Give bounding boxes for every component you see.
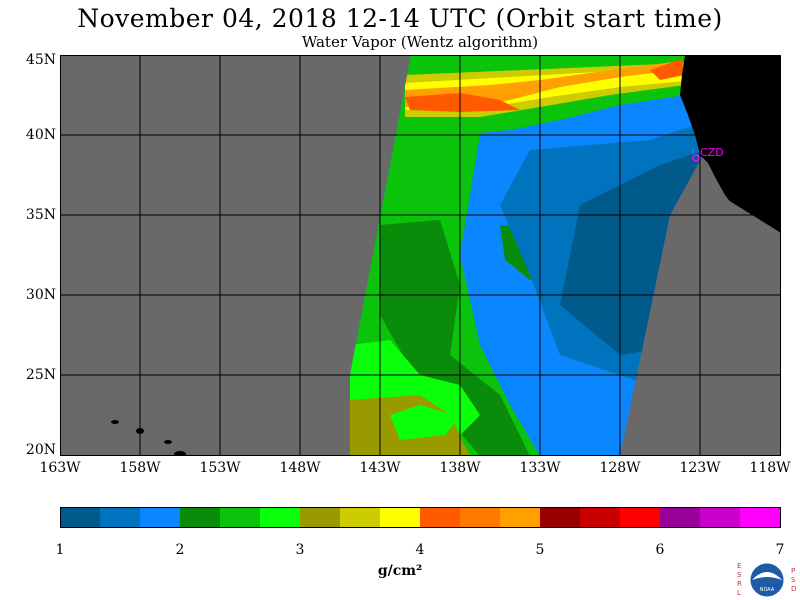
- lon-label: 163W: [39, 460, 81, 476]
- color-swatch: [460, 507, 501, 528]
- island-big-island: [174, 451, 186, 456]
- lat-label: 20N: [25, 442, 56, 458]
- map-frame: [60, 55, 781, 456]
- station-marker: CZD: [692, 146, 724, 162]
- swath-river-red-orange-2: [650, 59, 684, 80]
- station-dot: [692, 154, 700, 162]
- logo-letter: D: [791, 585, 796, 593]
- scale-tick-label: 2: [175, 542, 185, 558]
- map-title: November 04, 2018 12-14 UTC (Orbit start…: [77, 4, 723, 33]
- color-swatch: [660, 507, 701, 528]
- color-swatch: [180, 507, 221, 528]
- color-swatch: [340, 507, 381, 528]
- lon-label: 123W: [679, 460, 721, 476]
- map-subtitle: Water Vapor (Wentz algorithm): [301, 33, 539, 51]
- swath-river-red-orange: [405, 93, 520, 112]
- logo-letter: R: [737, 580, 742, 588]
- noaa-emblem-text: NOAA: [760, 587, 775, 593]
- logo-letter: E: [737, 562, 741, 570]
- logo-letter: P: [791, 567, 795, 575]
- swath-darkgreen-patch: [380, 220, 530, 456]
- logo-letter: S: [791, 576, 796, 584]
- lon-label: 138W: [439, 460, 481, 476]
- noaa-emblem: [749, 562, 785, 598]
- lon-label: 158W: [119, 460, 161, 476]
- lat-label: 30N: [25, 287, 56, 303]
- color-swatch: [500, 507, 541, 528]
- scale-tick-label: 5: [535, 542, 545, 558]
- scale-tick-label: 7: [775, 542, 785, 558]
- color-swatch: [420, 507, 461, 528]
- color-swatch: [100, 507, 141, 528]
- color-scale-frame: [60, 507, 781, 528]
- color-swatch: [620, 507, 661, 528]
- station-label: CZD: [700, 146, 724, 159]
- logo-letter: S: [737, 571, 742, 579]
- land-west-coast: [680, 55, 781, 233]
- lat-label: 40N: [25, 127, 56, 143]
- color-swatch: [580, 507, 621, 528]
- noaa-esrl-psd-logo: E S R L NOAA P S D: [737, 562, 796, 598]
- esrl-letters: E S R L: [737, 562, 742, 597]
- lon-label: 153W: [199, 460, 241, 476]
- lon-label: 143W: [359, 460, 401, 476]
- lat-label: 25N: [25, 367, 56, 383]
- color-swatch: [60, 507, 101, 528]
- lon-label: 148W: [279, 460, 321, 476]
- scale-unit-label: g/cm²: [377, 563, 423, 579]
- lat-label: 35N: [25, 207, 56, 223]
- island-maui: [164, 440, 172, 444]
- color-swatch: [380, 507, 421, 528]
- psd-letters: P S D: [791, 567, 796, 593]
- lon-label: 118W: [749, 460, 791, 476]
- color-swatch: [220, 507, 261, 528]
- scale-tick-label: 3: [295, 542, 305, 558]
- logo-letter: L: [737, 589, 741, 597]
- color-scale-bar: [60, 507, 781, 528]
- color-swatch: [740, 507, 781, 528]
- graticule: [60, 55, 781, 456]
- water-vapor-map: CZD: [60, 55, 781, 456]
- lon-label: 128W: [599, 460, 641, 476]
- color-swatch: [140, 507, 181, 528]
- scale-tick-label: 6: [655, 542, 665, 558]
- color-swatch: [540, 507, 581, 528]
- island-kauai: [111, 420, 119, 424]
- lon-label: 133W: [519, 460, 561, 476]
- scale-tick-label: 4: [415, 542, 425, 558]
- swath-lightgreen-patch: [390, 405, 460, 440]
- color-swatch: [260, 507, 301, 528]
- noaa-gull-icon: [752, 572, 782, 580]
- color-swatch: [300, 507, 341, 528]
- color-swatch: [700, 507, 741, 528]
- lat-label: 45N: [25, 52, 56, 68]
- scale-tick-label: 1: [55, 542, 65, 558]
